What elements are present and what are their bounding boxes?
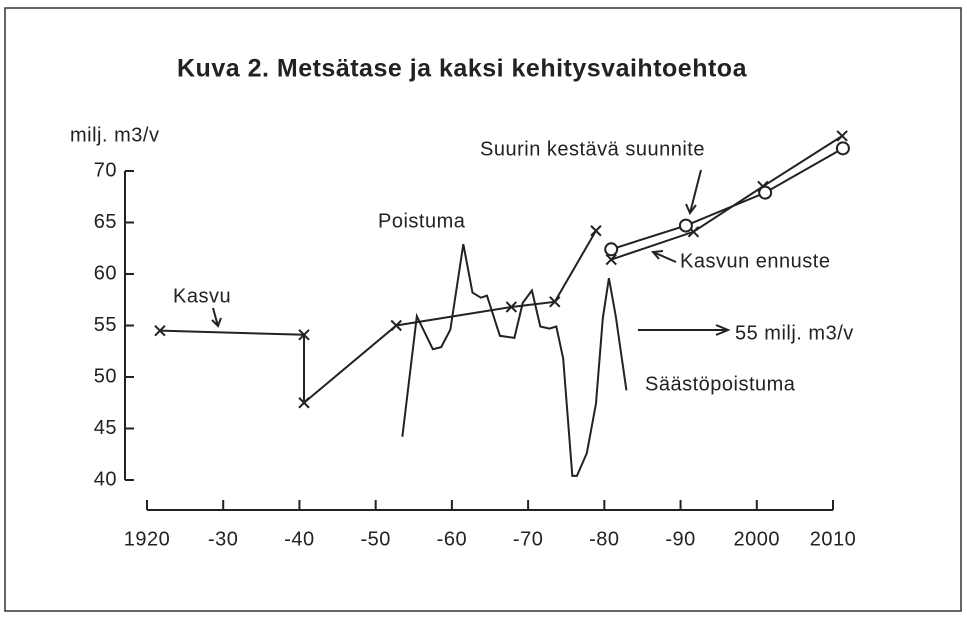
x-tick-label: -60: [437, 528, 467, 550]
annotation: 55 milj. m3/v: [735, 322, 854, 344]
x-tick-label: -40: [284, 528, 314, 550]
marker: [836, 130, 848, 142]
marker: [549, 296, 561, 308]
y-tick-label: 60: [94, 262, 117, 284]
marker: [154, 324, 166, 337]
series-label: Suurin kestävä suunnite: [480, 138, 705, 160]
series-line: [401, 243, 628, 477]
arrows: [211, 169, 731, 336]
annotation: Säästöpoistuma: [645, 373, 796, 395]
x-tick-label: -90: [665, 528, 695, 550]
marker: [678, 218, 693, 233]
x-tick-label: 1920: [124, 528, 171, 550]
series-label: Kasvun ennuste: [680, 250, 830, 272]
x-tick-label: -70: [513, 528, 543, 550]
y-tick-label: 65: [94, 211, 117, 233]
y-tick-label: 45: [94, 417, 117, 439]
series-line: [159, 230, 597, 405]
x-tick-label: -30: [208, 528, 238, 550]
marker: [298, 397, 310, 409]
x-tick-label: 2000: [734, 528, 781, 550]
y-tick-label: 55: [94, 314, 117, 336]
series-label: Poistuma: [378, 210, 466, 232]
chart-title: Kuva 2. Metsätase ja kaksi kehitysvaihto…: [177, 55, 748, 83]
marker: [390, 319, 402, 332]
x-tick-label: 2010: [810, 528, 857, 550]
marker: [758, 185, 773, 200]
frame: [4, 7, 962, 612]
x-tick-label: -80: [589, 528, 619, 550]
marker: [590, 225, 602, 237]
marker: [604, 242, 619, 257]
marker: [298, 329, 310, 341]
x-tick-label: -50: [360, 528, 390, 550]
y-tick-label: 50: [94, 365, 117, 387]
series-label: Kasvu: [173, 285, 231, 307]
series-line: [610, 147, 844, 251]
y-axis-label: milj. m3/v: [70, 124, 159, 146]
marker: [835, 141, 850, 156]
marker: [505, 301, 518, 313]
marker: [605, 253, 617, 266]
series-line: [610, 135, 843, 261]
y-tick-label: 40: [94, 468, 117, 490]
y-tick-label: 70: [94, 159, 117, 181]
